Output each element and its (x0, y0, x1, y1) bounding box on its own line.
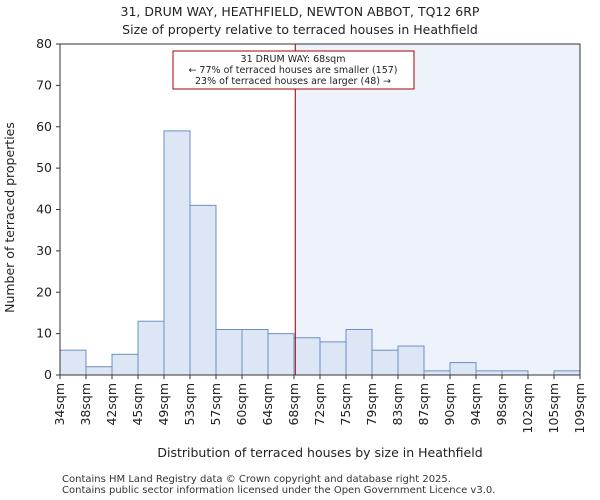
bar-72sqm (319, 341, 347, 376)
bar-98sqm (501, 370, 529, 376)
bar-53sqm (189, 204, 217, 376)
x-tick-label-87sqm: 87sqm (416, 383, 431, 426)
x-tick-label-38sqm: 38sqm (78, 383, 93, 426)
chart-subtitle: Size of property relative to terraced ho… (122, 22, 478, 37)
y-tick-label-0: 0 (44, 367, 52, 382)
x-tick-label-34sqm: 34sqm (52, 383, 67, 426)
x-tick-label-79sqm: 79sqm (364, 383, 379, 426)
x-tick-label-102sqm: 102sqm (520, 383, 535, 433)
footer-line-1: Contains HM Land Registry data © Crown c… (62, 474, 451, 485)
x-tick-label-105sqm: 105sqm (546, 383, 561, 433)
x-tick-label-45sqm: 45sqm (130, 383, 145, 426)
x-tick-label-68sqm: 68sqm (286, 383, 301, 426)
chart-title: 31, DRUM WAY, HEATHFIELD, NEWTON ABBOT, … (120, 4, 480, 19)
annotation-line-2: ← 77% of terraced houses are smaller (15… (188, 65, 397, 76)
bar-94sqm (475, 370, 503, 376)
bar-90sqm (449, 362, 477, 376)
y-tick-label-20: 20 (36, 284, 52, 299)
highlight-region (294, 44, 580, 375)
bar-105sqm (553, 370, 581, 376)
x-tick-label-53sqm: 53sqm (182, 383, 197, 426)
x-tick-label-94sqm: 94sqm (468, 383, 483, 426)
x-axis-label: Distribution of terraced houses by size … (157, 445, 482, 460)
x-tick-label-109sqm: 109sqm (572, 383, 587, 433)
bar-68sqm (293, 337, 321, 376)
bar-79sqm (371, 349, 399, 376)
x-tick-label-90sqm: 90sqm (442, 383, 457, 426)
bar-45sqm (137, 320, 165, 376)
annotation-line-1: 31 DRUM WAY: 68sqm (241, 54, 346, 65)
bar-64sqm (267, 333, 295, 376)
footer-line-2: Contains public sector information licen… (62, 485, 496, 496)
x-tick-label-83sqm: 83sqm (390, 383, 405, 426)
x-tick-label-75sqm: 75sqm (338, 383, 353, 426)
x-tick-label-98sqm: 98sqm (494, 383, 509, 426)
x-tick-label-60sqm: 60sqm (234, 383, 249, 426)
y-tick-label-10: 10 (36, 326, 52, 341)
annotation-box (172, 50, 415, 90)
x-tick-label-64sqm: 64sqm (260, 383, 275, 426)
y-tick-label-50: 50 (36, 160, 52, 175)
bar-42sqm (111, 353, 139, 376)
bar-57sqm (215, 328, 243, 376)
x-tick-label-57sqm: 57sqm (208, 383, 223, 426)
y-tick-label-70: 70 (36, 77, 52, 92)
y-tick-label-80: 80 (36, 36, 52, 51)
annotation-line-3: 23% of terraced houses are larger (48) → (195, 76, 391, 87)
y-tick-label-40: 40 (36, 202, 52, 217)
bar-83sqm (397, 345, 425, 376)
x-tick-label-49sqm: 49sqm (156, 383, 171, 426)
bar-38sqm (85, 366, 113, 376)
y-axis-label: Number of terraced properties (2, 122, 17, 313)
y-tick-label-30: 30 (36, 243, 52, 258)
bar-49sqm (163, 130, 191, 376)
x-tick-label-72sqm: 72sqm (312, 383, 327, 426)
bar-34sqm (59, 349, 87, 376)
x-tick-label-42sqm: 42sqm (104, 383, 119, 426)
y-tick-label-60: 60 (36, 119, 52, 134)
bar-75sqm (345, 328, 373, 376)
bar-60sqm (241, 328, 269, 376)
bar-87sqm (423, 370, 451, 376)
